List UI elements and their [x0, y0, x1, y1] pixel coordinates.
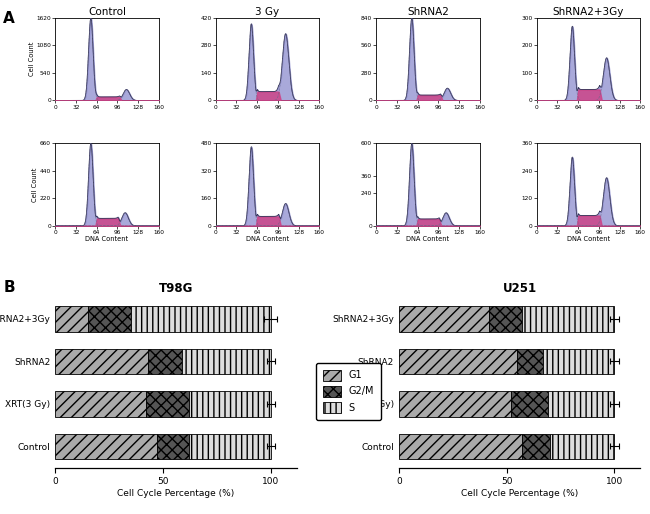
Bar [148, 348, 183, 374]
Title: ShRNA2: ShRNA2 [407, 7, 449, 17]
Bar [399, 434, 522, 459]
Y-axis label: Cell Count: Cell Count [29, 42, 35, 77]
Bar [131, 306, 271, 332]
Legend: G1, G2/M, S: G1, G2/M, S [317, 363, 381, 420]
Bar [55, 391, 146, 417]
Text: A: A [3, 11, 15, 26]
X-axis label: DNA Content: DNA Content [406, 236, 450, 243]
Bar [399, 348, 517, 374]
Bar [399, 391, 511, 417]
Bar [511, 391, 547, 417]
X-axis label: Cell Cycle Percentage (%): Cell Cycle Percentage (%) [118, 489, 235, 498]
Bar [517, 348, 543, 374]
Bar [550, 434, 614, 459]
Text: B: B [3, 280, 15, 295]
Bar [399, 306, 489, 332]
Bar [88, 306, 131, 332]
Bar [183, 348, 271, 374]
X-axis label: DNA Content: DNA Content [85, 236, 129, 243]
Y-axis label: Cell Count: Cell Count [32, 168, 38, 202]
Bar [55, 306, 88, 332]
Bar [522, 434, 550, 459]
Bar [146, 391, 189, 417]
Bar [189, 434, 271, 459]
X-axis label: Cell Cycle Percentage (%): Cell Cycle Percentage (%) [461, 489, 578, 498]
Title: U251: U251 [502, 282, 537, 295]
Bar [55, 434, 157, 459]
Title: T98G: T98G [159, 282, 193, 295]
Bar [489, 306, 522, 332]
X-axis label: DNA Content: DNA Content [567, 236, 610, 243]
Bar [55, 348, 148, 374]
X-axis label: DNA Content: DNA Content [246, 236, 289, 243]
Title: Control: Control [88, 7, 126, 17]
Bar [547, 391, 614, 417]
Title: ShRNA2+3Gy: ShRNA2+3Gy [552, 7, 624, 17]
Bar [543, 348, 614, 374]
Bar [522, 306, 614, 332]
Bar [189, 391, 271, 417]
Bar [157, 434, 189, 459]
Title: 3 Gy: 3 Gy [255, 7, 280, 17]
